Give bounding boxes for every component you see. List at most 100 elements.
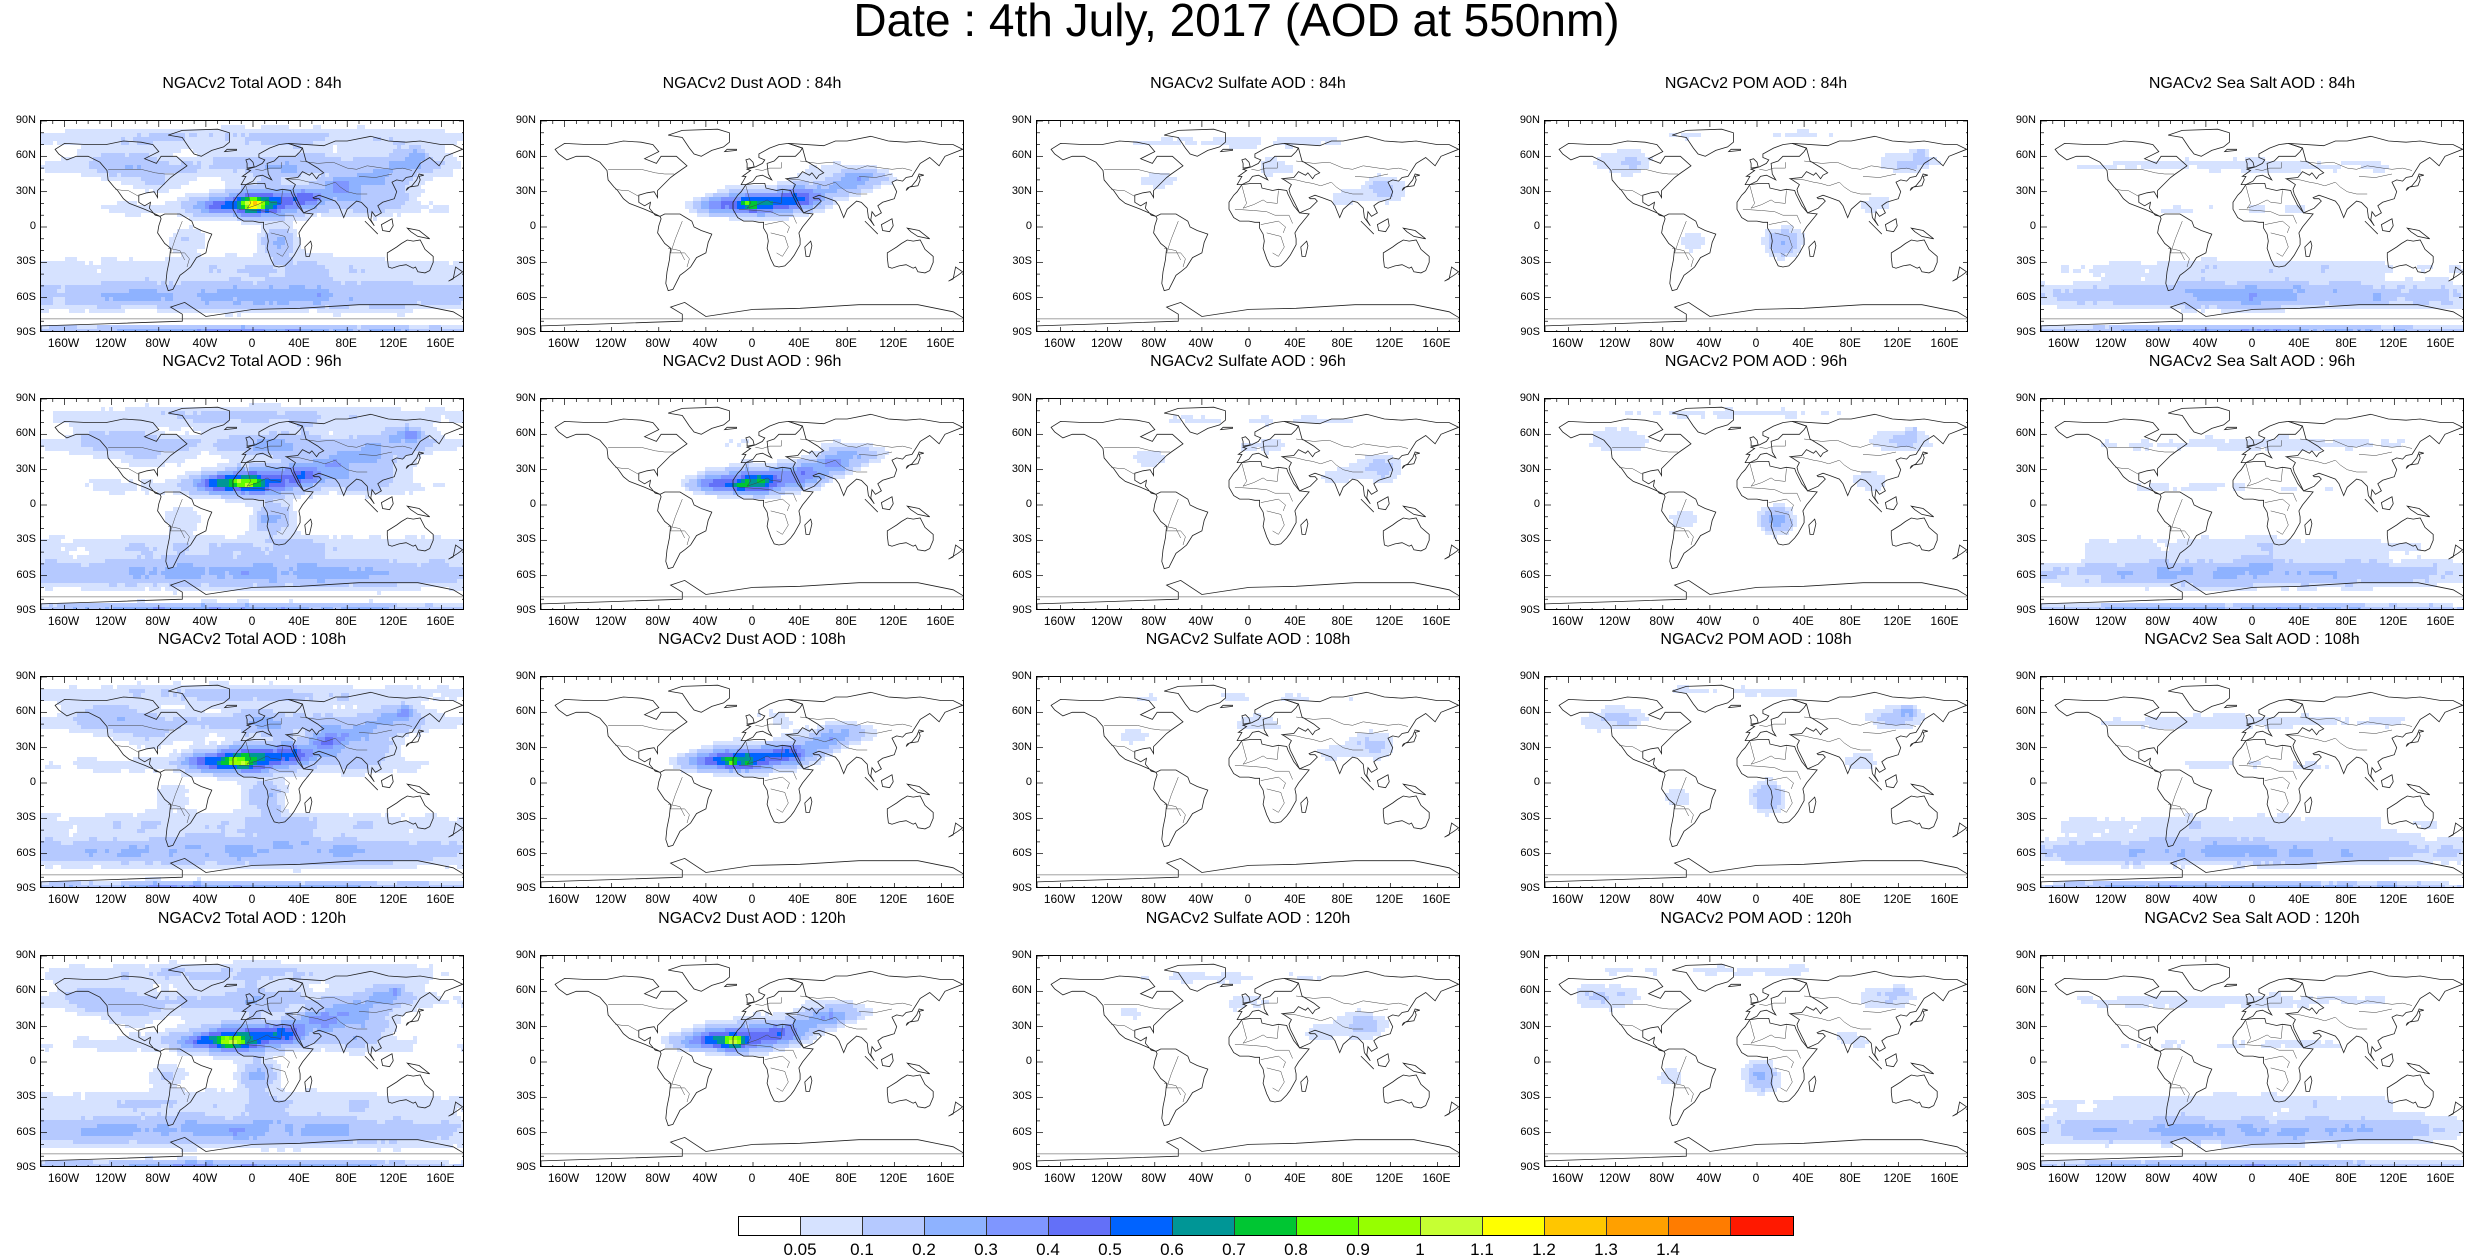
- aod-cell: [149, 169, 153, 173]
- aod-cell: [289, 185, 293, 189]
- aod-cell: [253, 285, 257, 289]
- aod-cell: [345, 161, 349, 165]
- aod-cell: [241, 129, 245, 133]
- aod-cell: [81, 431, 85, 435]
- aod-cell: [185, 257, 189, 261]
- aod-cell: [233, 265, 237, 269]
- aod-cell: [177, 419, 181, 423]
- aod-cell: [369, 443, 373, 447]
- aod-cell: [401, 431, 405, 435]
- aod-cell: [297, 273, 301, 277]
- aod-cell: [125, 277, 129, 281]
- aod-cell: [185, 141, 189, 145]
- aod-cell: [321, 153, 325, 157]
- aod-cell: [245, 285, 249, 289]
- aod-cell: [373, 423, 377, 427]
- aod-cell: [197, 329, 201, 331]
- aod-cell: [401, 133, 405, 137]
- aod-cell: [441, 443, 445, 447]
- aod-cell: [105, 149, 109, 153]
- aod-cell: [301, 205, 305, 209]
- aod-cell: [297, 439, 301, 443]
- aod-cell: [133, 427, 137, 431]
- aod-cell: [165, 419, 169, 423]
- aod-cell: [161, 305, 165, 309]
- aod-cell: [397, 277, 401, 281]
- aod-cell: [237, 161, 241, 165]
- aod-cell: [337, 189, 341, 193]
- aod-cell: [457, 161, 461, 165]
- aod-cell: [277, 193, 281, 197]
- aod-cell: [305, 193, 309, 197]
- aod-cell: [365, 205, 369, 209]
- aod-cell: [193, 145, 197, 149]
- aod-cell: [157, 173, 161, 177]
- aod-cell: [57, 325, 61, 329]
- aod-cell: [105, 165, 109, 169]
- aod-cell: [277, 273, 281, 277]
- aod-cell: [353, 193, 357, 197]
- aod-cell: [421, 141, 425, 145]
- aod-cell: [49, 443, 53, 447]
- aod-cell: [377, 415, 381, 419]
- aod-cell: [445, 169, 449, 173]
- aod-cell: [421, 149, 425, 153]
- aod-cell: [137, 415, 141, 419]
- aod-cell: [93, 325, 97, 329]
- aod-cell: [305, 133, 309, 137]
- aod-cell: [149, 177, 153, 181]
- aod-cell: [253, 447, 257, 451]
- aod-cell: [345, 439, 349, 443]
- aod-cell: [145, 129, 149, 133]
- aod-cell: [181, 249, 185, 253]
- aod-cell: [101, 309, 105, 313]
- aod-cell: [317, 253, 321, 257]
- aod-cell: [245, 177, 249, 181]
- aod-cell: [361, 277, 365, 281]
- aod-cell: [353, 181, 357, 185]
- figure-title: Date : 4th July, 2017 (AOD at 550nm): [0, 0, 2473, 43]
- aod-cell: [301, 301, 305, 305]
- aod-cell: [285, 201, 289, 205]
- aod-cell: [353, 273, 357, 277]
- aod-cell: [389, 285, 393, 289]
- aod-cell: [457, 415, 461, 419]
- aod-cell: [437, 133, 441, 137]
- aod-cell: [189, 325, 193, 329]
- aod-cell: [253, 257, 257, 261]
- aod-cell: [169, 285, 173, 289]
- aod-cell: [265, 197, 269, 201]
- aod-cell: [269, 133, 273, 137]
- aod-cell: [369, 447, 373, 451]
- aod-cell: [257, 325, 261, 329]
- aod-cell: [145, 205, 149, 209]
- aod-cell: [273, 125, 277, 129]
- aod-cell: [105, 141, 109, 145]
- aod-cell: [441, 305, 445, 309]
- aod-cell: [365, 329, 369, 331]
- aod-cell: [201, 273, 205, 277]
- aod-cell: [253, 403, 257, 407]
- aod-cell: [237, 189, 241, 193]
- aod-cell: [221, 161, 225, 165]
- aod-cell: [349, 193, 353, 197]
- aod-cell: [249, 285, 253, 289]
- aod-cell: [357, 261, 361, 265]
- aod-cell: [289, 415, 293, 419]
- aod-cell: [425, 205, 429, 209]
- aod-cell: [441, 173, 445, 177]
- aod-cell: [193, 201, 197, 205]
- aod-cell: [297, 133, 301, 137]
- aod-cell: [189, 285, 193, 289]
- aod-cell: [101, 297, 105, 301]
- aod-cell: [173, 447, 177, 451]
- aod-cell: [53, 161, 57, 165]
- aod-cell: [173, 145, 177, 149]
- aod-cell: [197, 265, 201, 269]
- aod-cell: [449, 289, 453, 293]
- aod-cell: [209, 443, 213, 447]
- aod-cell: [401, 415, 405, 419]
- aod-cell: [129, 269, 133, 273]
- aod-cell: [405, 439, 409, 443]
- aod-cell: [277, 169, 281, 173]
